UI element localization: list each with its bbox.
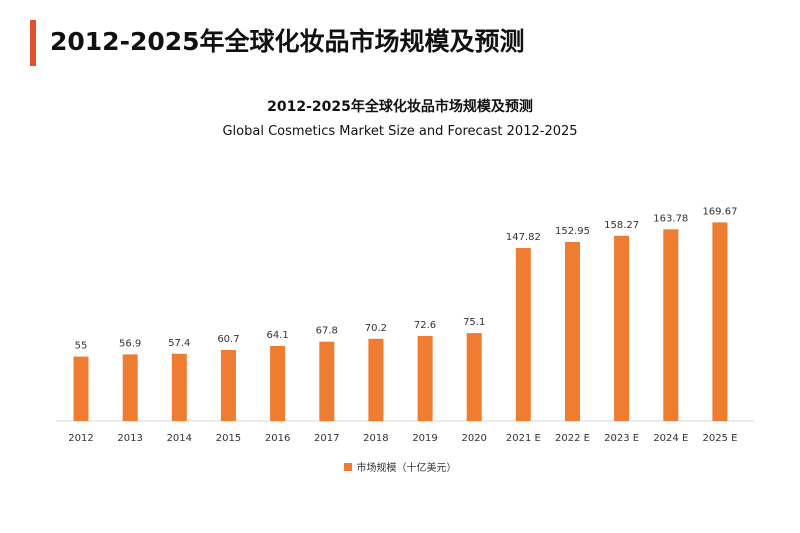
data-label: 70.2 [365,323,387,334]
bar-2014 [171,353,187,421]
chart-subtitle: Global Cosmetics Market Size and Forecas… [222,124,578,139]
x-tick-label: 2013 [117,433,142,444]
x-tick-label: 2025 E [702,433,737,444]
bar-2021-E [515,248,531,421]
data-label: 158.27 [604,220,639,231]
data-label: 163.78 [653,213,688,224]
x-tick-label: 2020 [461,433,486,444]
data-label: 75.1 [463,317,485,328]
x-tick-label: 2022 E [555,433,590,444]
data-label: 67.8 [316,326,338,337]
bar-2024-E [663,229,679,421]
title-accent-bar [30,20,36,66]
bar-2017 [319,341,335,421]
bar-2022-E [565,242,580,421]
x-tick-label: 2018 [363,433,388,444]
data-label: 56.9 [119,338,141,349]
legend: 市场规模（十亿美元） [0,459,800,474]
bar-2013 [122,354,138,421]
data-label: 57.4 [168,338,190,349]
data-label: 152.95 [555,226,590,237]
chart-title: 2012-2025年全球化妆品市场规模及预测 [267,99,533,115]
bar-2019 [417,336,433,421]
legend-label: 市场规模（十亿美元） [356,463,457,474]
page-title: 2012-2025年全球化妆品市场规模及预测 [50,27,525,56]
bar-2018 [368,338,384,421]
legend-swatch [343,462,352,471]
bar-2015 [220,350,236,421]
x-tick-label: 2016 [265,433,290,444]
data-label: 147.82 [506,232,541,243]
x-tick-label: 2012 [68,433,93,444]
data-label: 169.67 [702,206,737,217]
x-tick-label: 2015 [216,433,241,444]
bar-2023-E [614,235,630,421]
x-tick-label: 2019 [412,433,437,444]
bar-2012 [73,356,89,421]
data-label: 55 [75,341,88,352]
data-label: 72.6 [414,320,436,331]
x-tick-label: 2017 [314,433,339,444]
bar-2025-E [712,222,728,421]
data-label: 60.7 [217,334,239,345]
x-tick-label: 2024 E [653,433,688,444]
bar-2016 [270,346,286,421]
x-tick-label: 2023 E [604,433,639,444]
bar-2020 [466,333,482,421]
x-tick-label: 2014 [167,433,192,444]
data-label: 64.1 [266,330,288,341]
x-tick-label: 2021 E [506,433,541,444]
